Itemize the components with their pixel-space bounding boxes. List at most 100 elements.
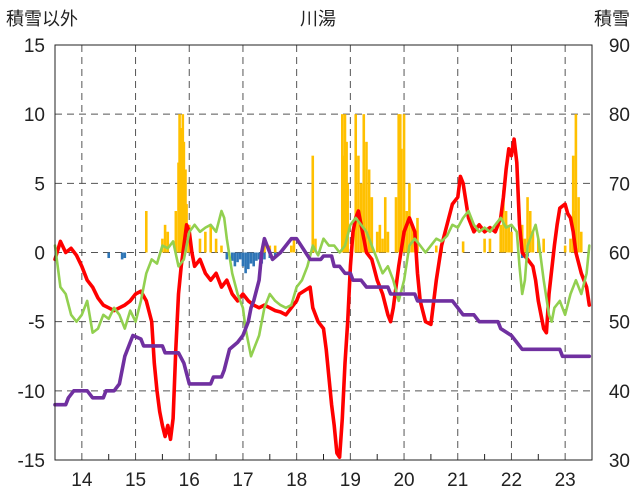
bar: [507, 224, 511, 253]
left-tick-label: -10: [18, 382, 45, 403]
bar: [569, 238, 572, 253]
bar: [166, 231, 170, 253]
bar: [461, 241, 465, 253]
right-tick-label: 70: [609, 174, 630, 195]
bar: [107, 252, 110, 259]
bar: [120, 252, 124, 260]
bar: [179, 128, 183, 253]
bar: [289, 245, 293, 253]
x-tick-label: 18: [286, 470, 307, 491]
bar: [225, 252, 229, 260]
bar: [163, 224, 167, 253]
bar: [375, 231, 379, 253]
left-tick-label: 5: [34, 174, 45, 195]
bar: [174, 211, 178, 253]
bar: [354, 114, 358, 253]
bar: [504, 211, 508, 253]
x-tick-label: 15: [125, 470, 146, 491]
bar: [434, 245, 438, 253]
bar: [357, 155, 360, 253]
bar: [311, 155, 315, 253]
bar: [257, 252, 261, 260]
x-tick-label: 23: [555, 470, 576, 491]
bar: [410, 224, 414, 253]
bar: [367, 169, 371, 253]
bar: [523, 238, 527, 253]
bar: [263, 245, 266, 253]
bar: [244, 252, 247, 274]
bar: [178, 114, 181, 253]
left-tick-label: -5: [28, 313, 45, 334]
bar: [542, 238, 545, 253]
bar: [416, 217, 419, 253]
bar: [263, 252, 266, 260]
right-tick-label: 30: [609, 451, 630, 472]
bar: [273, 245, 277, 253]
bar: [571, 155, 575, 253]
bar: [236, 252, 239, 263]
bar: [362, 114, 366, 253]
right-axis-label: 積雪: [594, 9, 630, 29]
bar: [273, 252, 277, 257]
bar: [247, 252, 250, 270]
bar: [230, 252, 234, 261]
line-series: [53, 137, 592, 459]
series-line: [53, 236, 592, 407]
bar: [123, 252, 127, 259]
left-tick-label: 10: [24, 105, 45, 126]
bar: [198, 238, 202, 253]
x-tick-label: 16: [179, 470, 200, 491]
bar: [381, 238, 384, 253]
bar: [378, 224, 382, 253]
bar: [577, 197, 580, 253]
bar: [241, 252, 245, 267]
bar: [204, 231, 207, 253]
right-tick-label: 90: [609, 36, 630, 57]
left-axis-label: 積雪以外: [6, 9, 78, 29]
bar: [220, 245, 223, 253]
left-tick-label: 0: [34, 244, 45, 265]
bar: [365, 141, 368, 253]
bar: [214, 238, 218, 253]
bar: [394, 197, 398, 253]
bar: [346, 183, 349, 253]
bar: [255, 252, 258, 261]
bar: [528, 211, 532, 253]
bar: [340, 114, 344, 253]
bar: [402, 114, 406, 253]
bar: [249, 252, 253, 264]
bar: [510, 231, 513, 253]
x-tick-label: 22: [501, 470, 522, 491]
bar: [499, 224, 503, 253]
x-tick-label: 21: [447, 470, 468, 491]
bar: [400, 148, 403, 253]
right-tick-label: 50: [609, 313, 630, 334]
bar: [563, 245, 567, 253]
bar: [343, 114, 347, 253]
bar: [314, 238, 317, 253]
bar: [488, 238, 492, 253]
bar: [405, 211, 409, 253]
left-tick-label: -15: [18, 451, 45, 472]
bar: [252, 252, 255, 267]
bar: [292, 238, 296, 253]
series-line: [53, 209, 591, 358]
bar: [383, 197, 387, 253]
chart-title: 川湯: [300, 9, 336, 29]
bar: [397, 114, 400, 253]
series-line: [53, 137, 592, 459]
right-tick-label: 60: [609, 244, 630, 265]
bar: [182, 141, 186, 253]
x-tick-label: 14: [71, 470, 93, 491]
bar: [209, 224, 213, 253]
bar: [386, 231, 390, 253]
bar: [574, 114, 578, 253]
bar: [483, 238, 486, 253]
bar: [233, 252, 237, 267]
x-tick-label: 19: [340, 470, 361, 491]
x-tick-label: 20: [393, 470, 414, 491]
bar: [579, 231, 583, 253]
bar: [526, 197, 529, 253]
bar: [238, 252, 242, 260]
